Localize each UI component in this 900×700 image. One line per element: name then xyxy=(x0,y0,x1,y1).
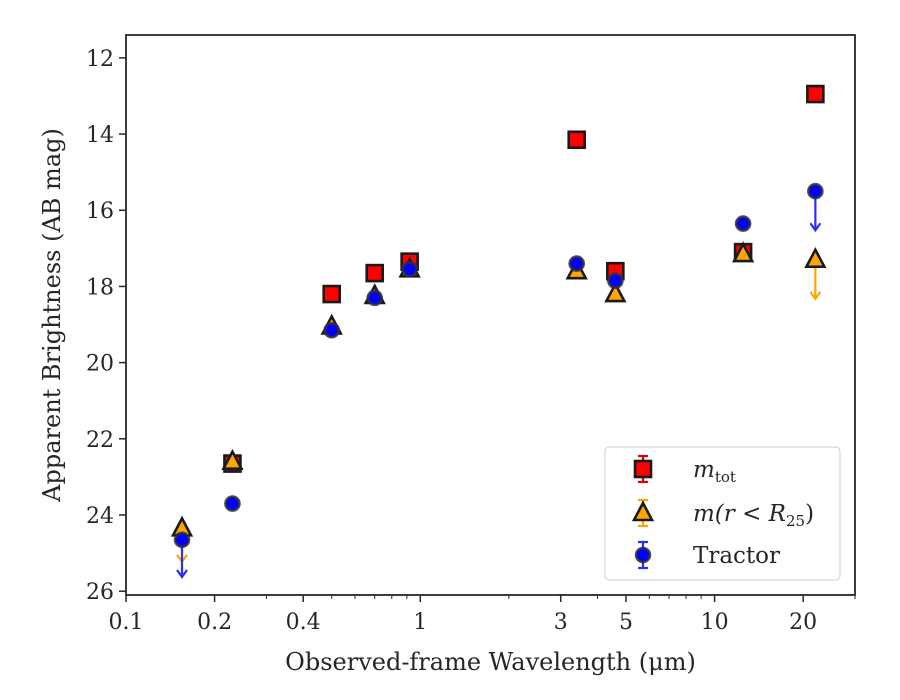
data-marks xyxy=(170,84,827,579)
data-point xyxy=(567,130,587,150)
x-tick-label: 10 xyxy=(701,610,729,635)
y-axis-title: Apparent Brightness (AB mag) xyxy=(38,128,66,503)
y-tick-label: 18 xyxy=(86,275,114,300)
upper-limit-arrow xyxy=(809,222,822,233)
legend-marker xyxy=(634,546,652,564)
legend-marker xyxy=(631,500,655,522)
plot-frame xyxy=(125,34,856,596)
data-point xyxy=(365,263,385,283)
data-point xyxy=(806,84,825,104)
data-point xyxy=(173,531,191,549)
series-square xyxy=(223,84,825,473)
data-point xyxy=(731,241,755,263)
y-tick-label: 12 xyxy=(86,47,114,72)
upper-limit-arrow xyxy=(809,291,822,301)
x-tick-label: 3 xyxy=(554,610,568,635)
legend-marker xyxy=(633,459,653,479)
y-tick-label: 26 xyxy=(86,580,114,605)
data-point xyxy=(568,255,586,272)
data-point xyxy=(734,215,752,232)
x-tick-label: 20 xyxy=(789,610,817,635)
x-tick-label: 1 xyxy=(413,610,427,635)
y-tick-label: 22 xyxy=(86,428,114,453)
data-point xyxy=(401,260,418,278)
legend: mtot m(r < R25) Tractor xyxy=(604,446,841,581)
x-axis: 0.1 0.2 0.4 1 3 5 10 20 xyxy=(109,595,856,635)
x-axis-title: Observed-frame Wavelength (μm) xyxy=(285,648,696,676)
legend-box xyxy=(604,446,841,581)
y-tick-label: 14 xyxy=(86,123,114,148)
data-point xyxy=(807,182,824,200)
legend-label: mtot xyxy=(693,457,736,486)
y-tick-label: 16 xyxy=(86,199,114,224)
legend-label: m(r < R25) xyxy=(693,501,814,530)
x-tick-label: 5 xyxy=(619,610,633,635)
series-circle xyxy=(173,182,824,579)
x-tick-label: 0.2 xyxy=(197,610,232,635)
upper-limit-arrow xyxy=(176,569,188,579)
data-point xyxy=(224,495,241,512)
y-tick-label: 24 xyxy=(86,504,114,529)
data-point xyxy=(366,289,384,307)
data-point xyxy=(607,272,624,290)
y-tick-label: 20 xyxy=(86,352,114,377)
data-point xyxy=(604,281,627,303)
data-point xyxy=(322,284,342,304)
x-tick-label: 0.4 xyxy=(286,610,321,635)
data-point xyxy=(221,448,244,470)
legend-label: Tractor xyxy=(693,543,780,569)
y-axis: 12 14 16 18 20 22 24 26 xyxy=(86,47,126,605)
data-point xyxy=(804,246,827,269)
x-tick-label: 0.1 xyxy=(109,610,144,635)
data-point xyxy=(323,321,341,339)
